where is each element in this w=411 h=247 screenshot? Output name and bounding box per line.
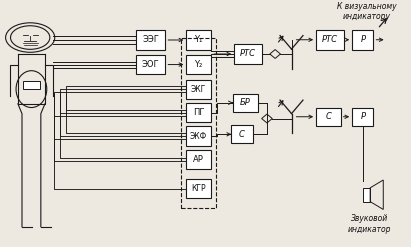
Bar <box>186 103 211 122</box>
Bar <box>234 44 262 64</box>
Text: РТС: РТС <box>322 35 338 44</box>
Text: ЭКФ: ЭКФ <box>190 131 207 141</box>
Text: Р: Р <box>360 35 365 44</box>
Bar <box>186 126 211 145</box>
Bar <box>233 94 258 112</box>
Bar <box>186 30 211 50</box>
Bar <box>136 30 165 50</box>
Text: РТС: РТС <box>240 49 256 59</box>
Bar <box>316 30 344 50</box>
Text: Звуковой
индикатор: Звуковой индикатор <box>348 214 391 234</box>
Bar <box>186 150 211 169</box>
Text: С: С <box>239 130 245 139</box>
Text: Y₂: Y₂ <box>194 60 203 69</box>
Bar <box>181 38 216 208</box>
Bar <box>316 107 341 126</box>
Bar <box>352 107 374 126</box>
Text: ЭКГ: ЭКГ <box>191 85 206 94</box>
Bar <box>231 125 253 143</box>
Text: АР: АР <box>193 155 204 164</box>
Bar <box>23 81 39 89</box>
Text: Y₁: Y₁ <box>194 36 203 44</box>
Text: Р: Р <box>360 112 365 121</box>
Bar <box>186 179 211 198</box>
Bar <box>136 55 165 74</box>
Text: БР: БР <box>240 98 251 107</box>
Text: ЭЭГ: ЭЭГ <box>142 36 159 44</box>
Text: ЭОГ: ЭОГ <box>142 60 159 69</box>
Text: К визуальному
индикатору: К визуальному индикатору <box>337 2 396 21</box>
Bar <box>363 188 370 202</box>
Bar <box>352 30 374 50</box>
Text: С: С <box>326 112 331 121</box>
Bar <box>186 55 211 74</box>
Text: КГР: КГР <box>191 184 206 193</box>
Bar <box>186 80 211 99</box>
Text: ПГ: ПГ <box>193 108 204 117</box>
